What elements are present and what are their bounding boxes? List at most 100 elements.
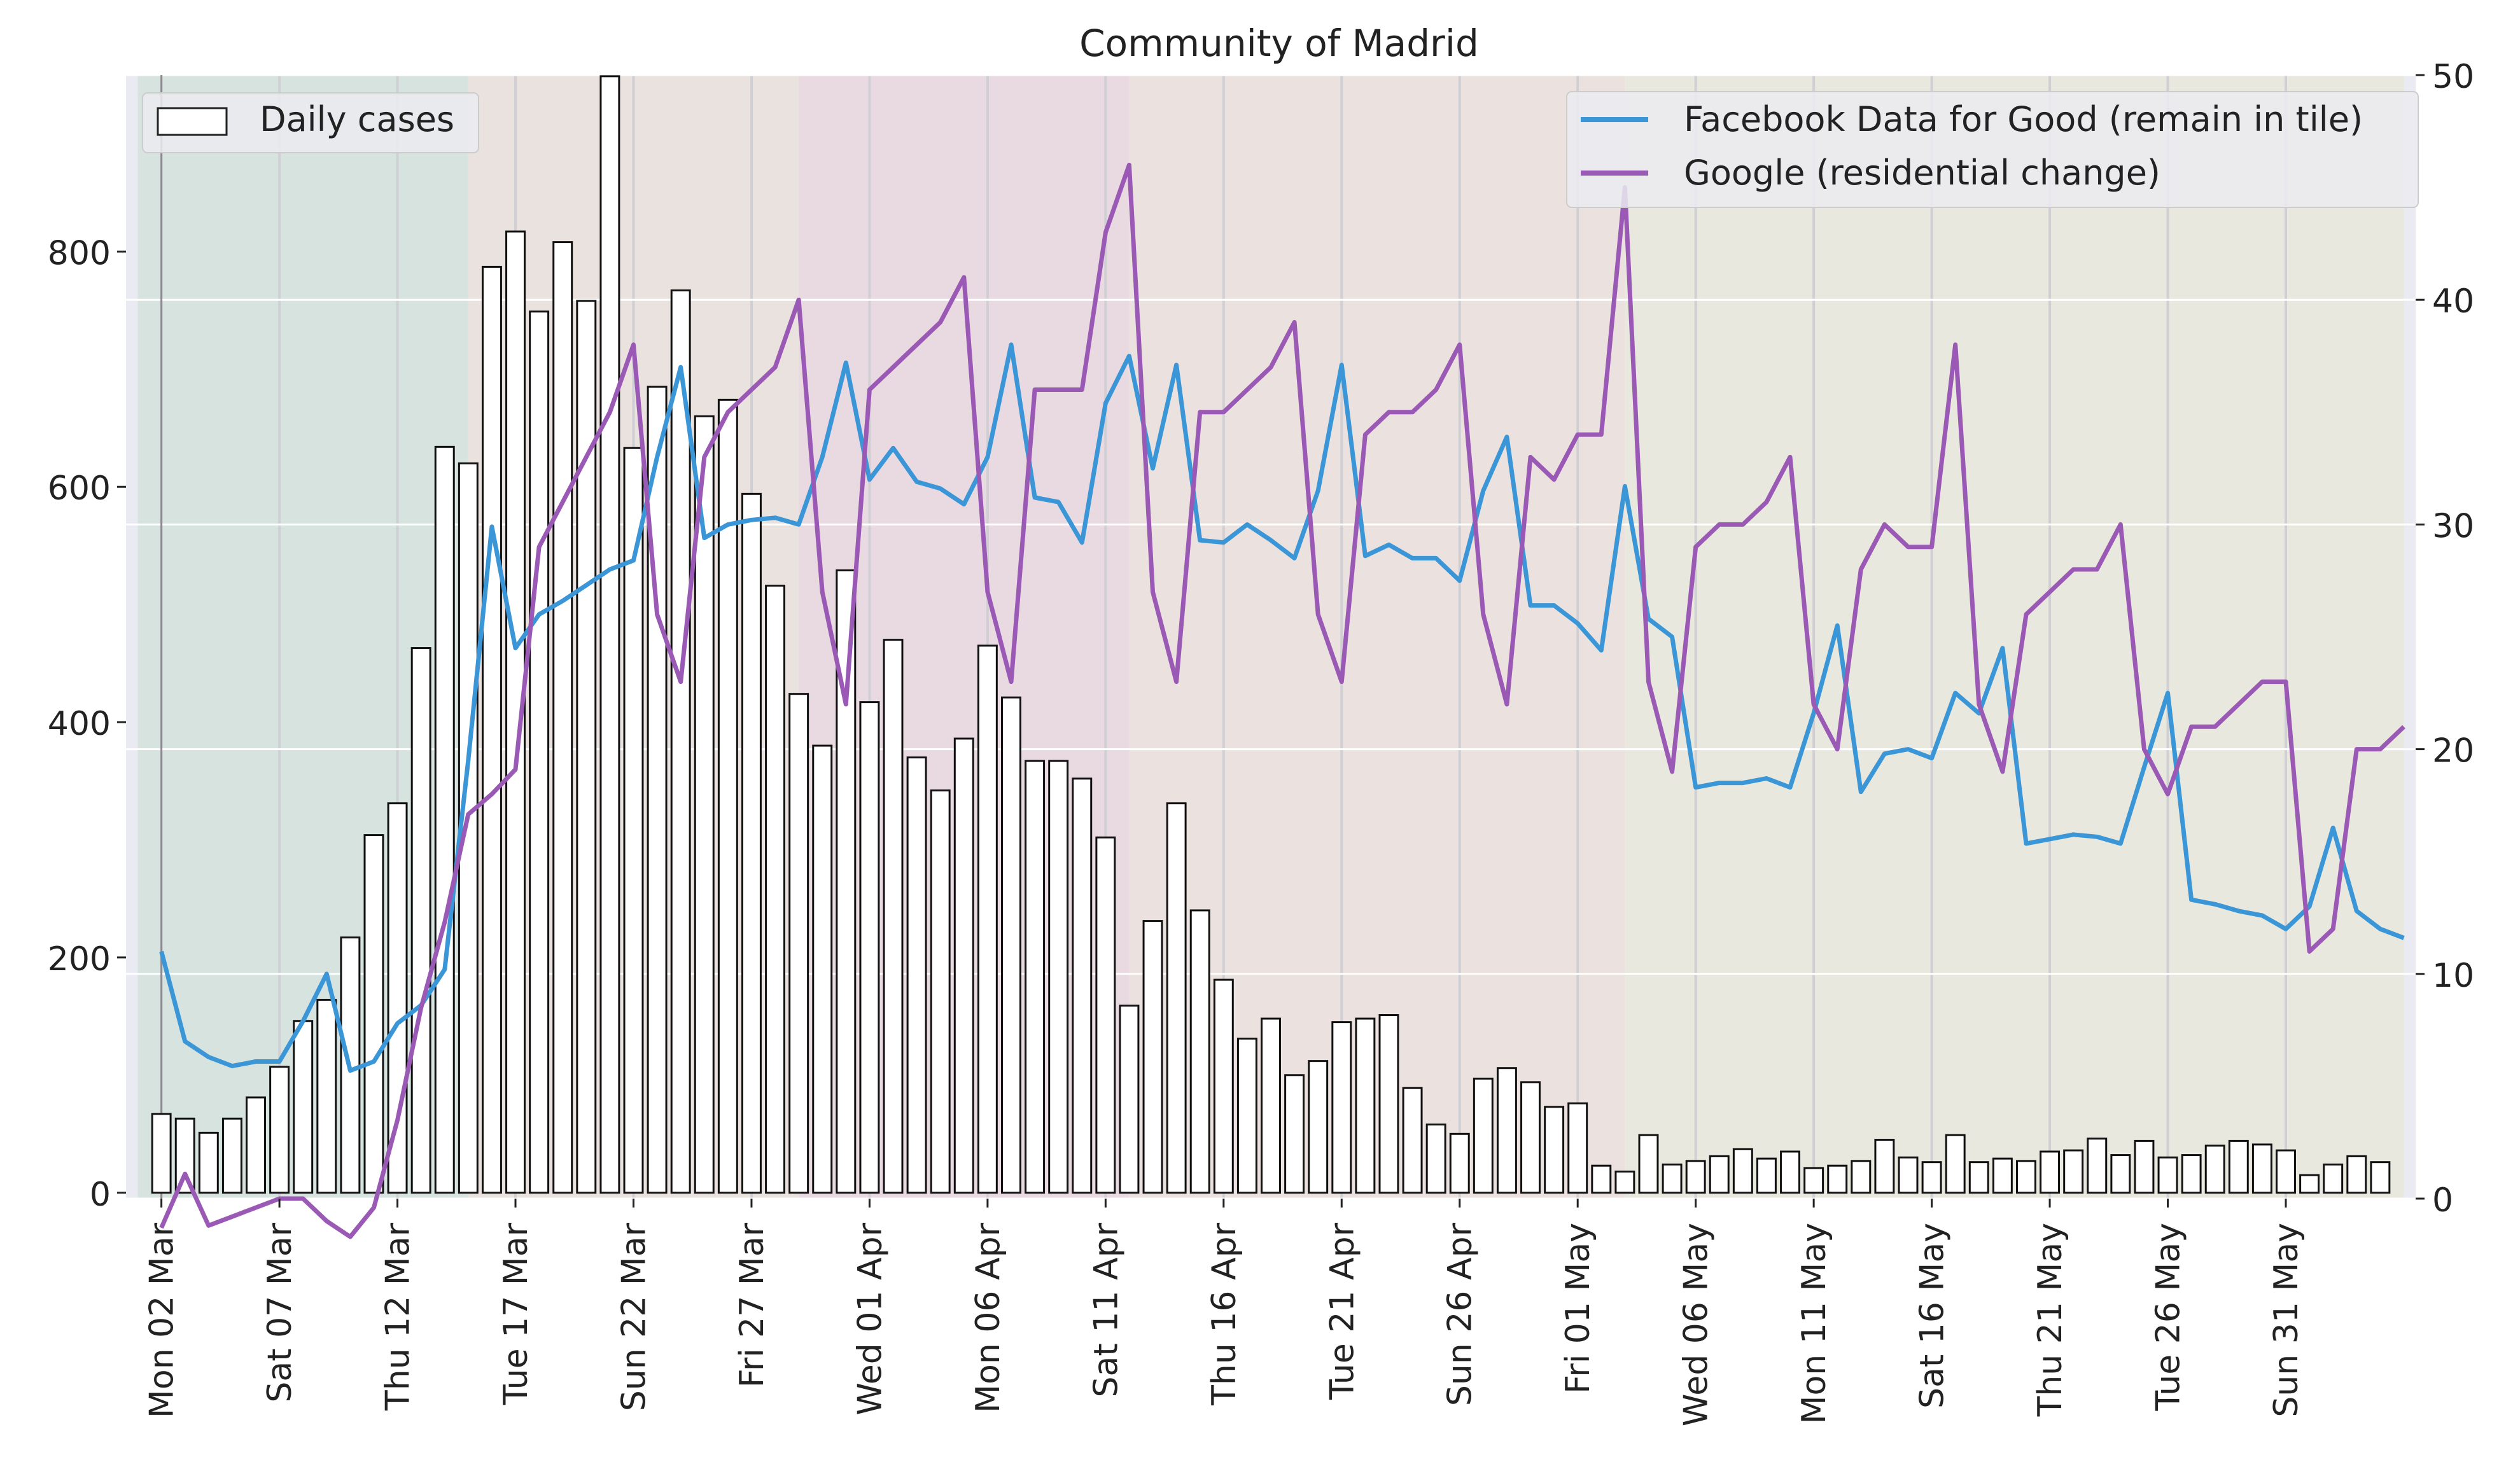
legend-left: Daily cases [142,92,479,153]
daily-cases-bar [2276,1149,2296,1194]
left-tick-label: 800 [48,234,111,272]
daily-cases-bar [1001,696,1021,1194]
daily-cases-bar [1591,1164,1612,1194]
daily-cases-bar [930,789,951,1194]
daily-cases-bar [316,998,337,1194]
daily-cases-bar [1119,1005,1140,1194]
x-tick-label: Tue 21 Apr [1323,1222,1361,1400]
daily-cases-bar [953,737,974,1194]
x-tick-label: Mon 11 May [1795,1223,1833,1424]
x-tick-label: Mon 02 Mar [143,1222,181,1418]
daily-cases-bar [1142,920,1163,1194]
daily-cases-bar [1189,909,1210,1194]
daily-cases-bar [1614,1170,1635,1194]
daily-cases-bar [1732,1148,1753,1194]
daily-cases-bar [1449,1132,1470,1194]
daily-cases-bar [2110,1154,2131,1194]
x-tick-label: Wed 06 May [1677,1223,1716,1426]
daily-cases-bar [906,756,927,1194]
lines-layer [159,162,2405,1239]
daily-cases-bar [174,1117,195,1194]
legend-google-label: Google (residential change) [1684,153,2160,193]
x-tick-label: Sat 16 May [1914,1223,1952,1409]
daily-cases-bar [1756,1157,1777,1194]
daily-cases-bar [2016,1160,2036,1194]
right-tick-label: 40 [2432,282,2474,321]
daily-cases-bar [1166,802,1187,1194]
daily-cases-bar [2346,1155,2367,1194]
x-tick-label: Wed 01 Apr [851,1222,889,1415]
daily-cases-bar [1638,1134,1659,1194]
daily-cases-bar [1072,777,1093,1194]
daily-cases-bar [1803,1167,1824,1194]
daily-cases-bar [481,265,502,1194]
daily-cases-bar [198,1131,219,1194]
daily-cases-bar [765,585,786,1194]
daily-cases-bar [1025,760,1046,1194]
daily-cases-bar [1331,1021,1352,1194]
daily-cases-bar [552,241,573,1194]
daily-cases-bar [1685,1160,1706,1194]
daily-cases-bar [2040,1150,2061,1194]
daily-cases-bar [812,744,833,1194]
x-tick-label: Thu 16 Apr [1205,1222,1243,1405]
x-tick-label: Tue 17 Mar [497,1222,535,1405]
daily-cases-bar [1662,1163,1683,1194]
bars-layer [151,75,2391,1194]
background-band-4 [1625,75,2404,1199]
daily-cases-bar [1473,1077,1494,1194]
daily-cases-bar [221,1117,242,1194]
right-tick-label: 20 [2432,732,2474,770]
daily-cases-bar [859,701,880,1194]
x-tick-label: Thu 12 Mar [379,1222,417,1411]
daily-cases-bar [1213,978,1234,1194]
x-tick-label: Fri 01 May [1559,1223,1597,1394]
daily-cases-bar [2204,1145,2225,1194]
right-tick-label: 0 [2432,1181,2453,1220]
daily-cases-bar [363,834,384,1194]
daily-cases-bar [434,445,455,1194]
daily-cases-bar [1425,1123,1446,1194]
daily-cases-bar [1048,760,1069,1194]
daily-cases-bar [1236,1038,1257,1194]
daily-cases-bar [623,447,644,1194]
legend-daily-cases-swatch [157,107,228,136]
left-tick-label: 200 [48,940,111,978]
daily-cases-bar [2370,1161,2391,1194]
daily-cases-bar [529,310,550,1194]
legend-daily-cases-label: Daily cases [260,99,454,139]
right-tick-label: 30 [2432,507,2474,545]
x-tick-label: Sun 26 Apr [1441,1222,1480,1406]
daily-cases-bar [1709,1155,1730,1194]
x-tick-label: Thu 21 May [2031,1223,2069,1417]
daily-cases-bar [1921,1161,1942,1194]
google-series-line [159,162,2405,1239]
left-tick-label: 600 [48,470,111,508]
daily-cases-bar [1378,1014,1399,1194]
daily-cases-bar [293,1020,314,1194]
daily-cases-bar [1567,1102,1588,1194]
axes-layer: 0 200 400 600 800 0 10 20 30 40 50 Mon 02 Mar Sat 07… [48,58,2474,1426]
x-tick-label: Fri 27 Mar [733,1222,771,1388]
daily-cases-bar [1095,836,1116,1194]
daily-cases-bar [2063,1149,2084,1194]
facebook-series-line [159,342,2405,1073]
daily-cases-bar [1284,1074,1305,1194]
daily-cases-bar [1992,1157,2013,1194]
daily-cases-bar [1308,1060,1329,1194]
daily-cases-bar [2228,1139,2249,1194]
daily-cases-bar [2299,1174,2320,1194]
daily-cases-bar [1520,1081,1541,1194]
daily-cases-bar [788,693,809,1194]
x-tick-label: Sun 22 Mar [615,1222,653,1411]
daily-cases-bar [1355,1017,1376,1194]
x-tick-label: Tue 26 May [2150,1223,2188,1412]
daily-cases-bar [977,644,998,1194]
daily-cases-bar [1898,1156,1919,1194]
daily-cases-bar [2157,1156,2178,1194]
daily-cases-bar [151,1113,172,1194]
x-tick-label: Sun 31 May [2267,1223,2306,1417]
x-tick-label: Sat 11 Apr [1087,1222,1125,1397]
daily-cases-bar [387,802,408,1194]
